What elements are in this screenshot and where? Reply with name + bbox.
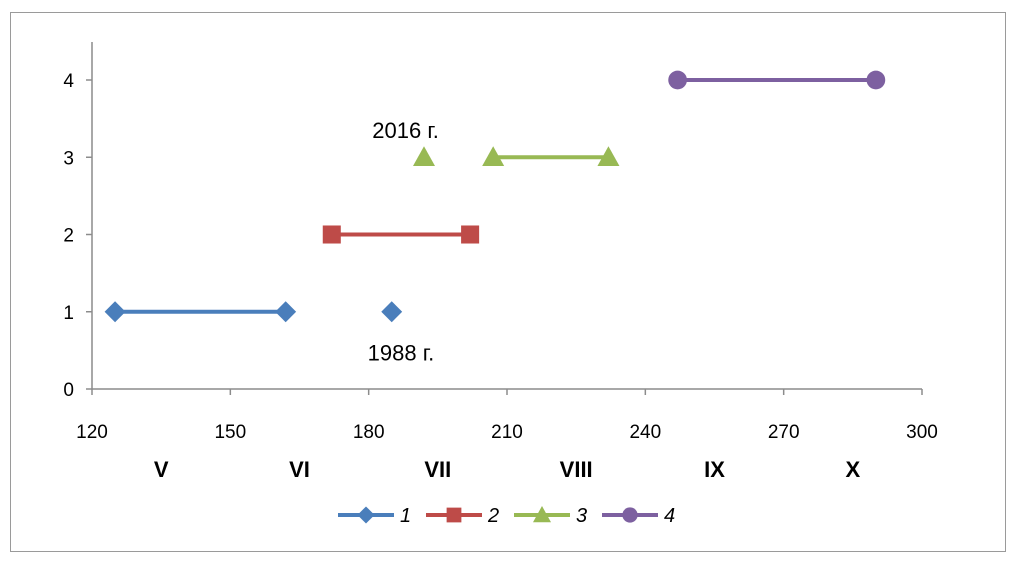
- legend-marker-3: [533, 506, 551, 523]
- series-3-point: [597, 146, 620, 167]
- series-3-point: [482, 146, 505, 167]
- series-4-point: [866, 70, 886, 90]
- x-tick-label: 270: [768, 422, 800, 443]
- x-tick-label: 150: [214, 422, 246, 443]
- y-tick-label: 4: [63, 71, 74, 92]
- x-tick-label: 210: [491, 422, 523, 443]
- series-1-point: [275, 301, 297, 323]
- x-tick-label: 180: [353, 422, 385, 443]
- x-tick-label: 300: [906, 422, 938, 443]
- series-2-point: [461, 225, 480, 244]
- month-label: IX: [704, 457, 725, 482]
- y-tick-label: 1: [63, 303, 74, 324]
- month-label: VI: [289, 457, 310, 482]
- series-4-point: [668, 70, 687, 90]
- y-tick-label: 0: [63, 380, 74, 401]
- legend-label: 3: [576, 505, 587, 527]
- legend-label: 1: [400, 505, 411, 527]
- y-tick-label: 3: [63, 148, 74, 169]
- chart-frame: [10, 12, 1006, 552]
- legend-marker-4: [622, 507, 638, 523]
- month-label: VIII: [560, 457, 593, 482]
- series-1-point: [104, 301, 126, 323]
- legend-label: 4: [664, 505, 675, 527]
- series-1-point: [381, 301, 403, 323]
- legend-label: 2: [487, 505, 499, 527]
- x-tick-label: 120: [76, 422, 108, 443]
- series-3-point: [413, 146, 435, 167]
- series-2-point: [322, 225, 341, 244]
- annotation-label: 1988 г.: [368, 341, 435, 366]
- month-label: VII: [424, 457, 451, 482]
- y-tick-label: 2: [63, 226, 74, 247]
- x-tick-label: 240: [629, 422, 661, 443]
- annotation-label: 2016 г.: [372, 118, 439, 143]
- legend-marker-2: [446, 507, 462, 523]
- legend-marker-1: [357, 506, 375, 524]
- month-label: X: [845, 457, 860, 482]
- month-label: V: [154, 457, 169, 482]
